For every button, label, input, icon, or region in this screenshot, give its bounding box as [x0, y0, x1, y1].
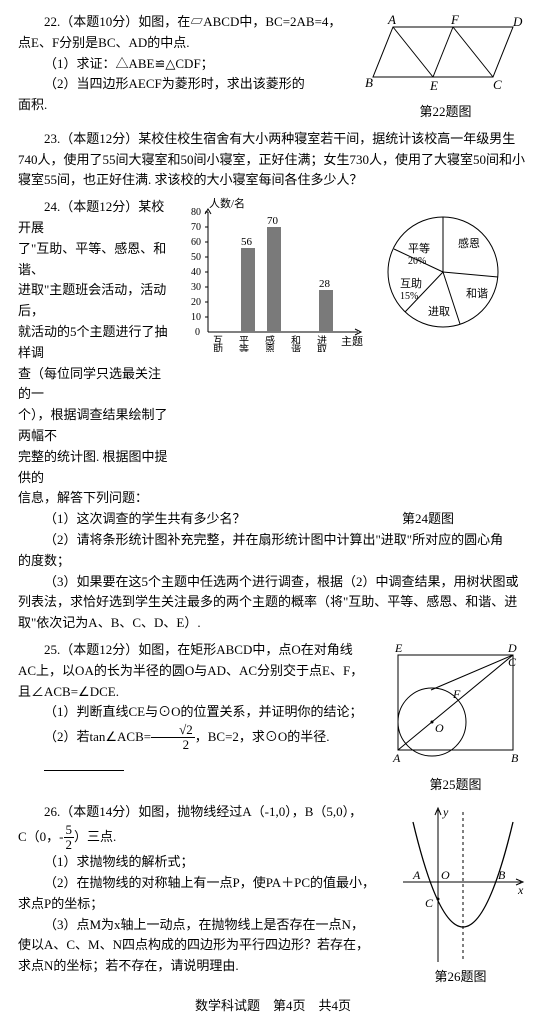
svg-text:和谐: 和谐 — [466, 286, 488, 300]
p24-l1: 24.（本题12分）某校开展 — [18, 197, 173, 239]
problem-22: 22.（本题10分）如图，在▱ABCD中，BC=2AB=4， 点E、F分别是BC… — [18, 12, 528, 123]
svg-text:主题: 主题 — [341, 335, 363, 348]
p24-sub3: （3）如果要在这5个主题中任选两个进行调查，根据（2）中调查结果，用树状图或列表… — [18, 572, 528, 634]
problem-25: 25.（本题12分）如图，在矩形ABCD中，点O在对角线 AC上，以OA的长为半… — [18, 640, 528, 796]
p24-sub2: （2）请将条形统计图补充完整，并在扇形统计图中计算出"进取"所对应的圆心角 — [18, 530, 528, 551]
svg-text:0: 0 — [195, 327, 200, 338]
svg-text:B: B — [365, 75, 373, 90]
p22-sub3: 面积. — [18, 95, 363, 116]
svg-text:20%: 20% — [408, 256, 426, 267]
svg-text:y: y — [442, 805, 449, 819]
svg-text:平等: 平等 — [408, 241, 430, 255]
p25-figure: D E A B C F O 第25题图 — [383, 640, 528, 796]
p24-sub1: （1）这次调查的学生共有多少名？ — [18, 509, 328, 530]
p25-caption: 第25题图 — [383, 775, 528, 796]
parallelogram-diagram: A F D B E C — [363, 12, 528, 102]
p24-l5: 查（每位同学只选最关注的一 — [18, 364, 173, 406]
svg-text:56: 56 — [241, 236, 253, 248]
svg-text:A: A — [387, 12, 396, 27]
svg-text:C: C — [425, 896, 434, 910]
p24-text: 24.（本题12分）某校开展 了"互助、平等、感恩、和谐、 进取"主题班会活动，… — [18, 197, 173, 509]
svg-text:取: 取 — [317, 344, 327, 352]
p26-sub3b: 使以A、C、M、N四点构成的四边形为平行四边形？若存在， — [18, 935, 393, 956]
p24-sub2b: 的度数； — [18, 551, 528, 572]
svg-text:40: 40 — [191, 267, 201, 278]
p24-l3: 进取"主题班会活动，活动后， — [18, 280, 173, 322]
svg-text:F: F — [452, 687, 461, 701]
p23-text: 23.（本题12分）某校住校生宿舍有大小两种寝室若干间，据统计该校高一年级男生7… — [18, 129, 528, 191]
svg-text:10: 10 — [191, 312, 201, 323]
svg-text:70: 70 — [191, 222, 201, 233]
svg-text:O: O — [435, 721, 444, 735]
svg-text:等: 等 — [239, 343, 249, 352]
svg-text:x: x — [517, 883, 524, 897]
svg-text:15%: 15% — [400, 291, 418, 302]
p26-l2: C（0，-52）三点. — [18, 823, 393, 853]
svg-text:助: 助 — [213, 343, 223, 352]
p26-l1: 26.（本题14分）如图，抛物线经过A（-1,0），B（5,0）， — [18, 802, 393, 823]
svg-text:E: E — [394, 641, 403, 655]
p26-sub2: （2）在抛物线的对称轴上有一点P，使PA＋PC的值最小， — [18, 873, 393, 894]
p22-sub1: （1）求证：△ABE≌△CDF； — [18, 54, 363, 75]
p22-text: 22.（本题10分）如图，在▱ABCD中，BC=2AB=4， 点E、F分别是BC… — [18, 12, 363, 116]
svg-text:进取: 进取 — [428, 305, 450, 318]
p24-charts: 人数/名 0 10 20 30 40 50 60 70 80 — [173, 197, 518, 352]
p26-sub1: （1）求抛物线的解析式； — [18, 852, 393, 873]
p22-sub2: （2）当四边形AECF为菱形时，求出该菱形的 — [18, 74, 363, 95]
svg-text:50: 50 — [191, 252, 201, 263]
svg-text:C: C — [508, 655, 517, 669]
svg-text:28: 28 — [319, 278, 331, 290]
p24-l7: 完整的统计图. 根据图中提供的 — [18, 447, 173, 489]
problem-23: 23.（本题12分）某校住校生宿舍有大小两种寝室若干间，据统计该校高一年级男生7… — [18, 129, 528, 191]
svg-text:谐: 谐 — [291, 344, 301, 352]
answer-blank — [44, 757, 124, 771]
p25-text: 25.（本题12分）如图，在矩形ABCD中，点O在对角线 AC上，以OA的长为半… — [18, 640, 383, 774]
svg-text:A: A — [392, 751, 401, 765]
p24-l2: 了"互助、平等、感恩、和谐、 — [18, 239, 173, 281]
svg-text:E: E — [429, 78, 438, 93]
p22-figure: A F D B E C 第22题图 — [363, 12, 528, 123]
p26-text: 26.（本题14分）如图，抛物线经过A（-1,0），B（5,0）， C（0，-5… — [18, 802, 393, 977]
svg-text:恩: 恩 — [265, 344, 275, 352]
p24-caption: 第24题图 — [328, 509, 528, 530]
svg-text:A: A — [412, 868, 421, 882]
svg-text:F: F — [450, 12, 460, 27]
svg-text:80: 80 — [191, 207, 201, 218]
p24-l6: 个），根据调查结果绘制了两幅不 — [18, 405, 173, 447]
svg-text:O: O — [441, 868, 450, 882]
p25-sub1: （1）判断直线CE与⊙O的位置关系，并证明你的结论； — [18, 702, 383, 723]
svg-text:D: D — [512, 14, 523, 29]
svg-text:30: 30 — [191, 282, 201, 293]
p22-caption: 第22题图 — [363, 102, 528, 123]
problem-24: 24.（本题12分）某校开展 了"互助、平等、感恩、和谐、 进取"主题班会活动，… — [18, 197, 528, 634]
p24-l8: 信息，解答下列问题： — [18, 488, 173, 509]
svg-text:60: 60 — [191, 237, 201, 248]
svg-text:B: B — [511, 751, 519, 765]
p22-header: 22.（本题10分）如图，在▱ABCD中，BC=2AB=4， — [18, 12, 363, 33]
p26-sub2b: 求点P的坐标； — [18, 894, 393, 915]
svg-text:C: C — [493, 77, 502, 92]
p26-figure: y x A O B C 第26题图 — [393, 802, 528, 988]
p22-line2: 点E、F分别是BC、AD的中点. — [18, 33, 363, 54]
svg-text:B: B — [498, 868, 506, 882]
p26-caption: 第26题图 — [393, 967, 528, 988]
p25-l1: 25.（本题12分）如图，在矩形ABCD中，点O在对角线 — [18, 640, 383, 661]
p25-sub2: （2）若tan∠ACB=√22，BC=2，求⊙O的半径. — [18, 723, 383, 753]
page-footer: 数学科试题 第4页 共4页 — [18, 996, 528, 1017]
p25-l3: 且∠ACB=∠DCE. — [18, 682, 383, 703]
p25-l2: AC上，以OA的长为半径的圆O与AD、AC分别交于点E、F， — [18, 661, 383, 682]
svg-text:70: 70 — [267, 215, 279, 227]
p24-l4: 就活动的5个主题进行了抽样调 — [18, 322, 173, 364]
svg-text:D: D — [507, 641, 517, 655]
svg-text:互助: 互助 — [400, 276, 422, 290]
svg-text:人数/名: 人数/名 — [209, 197, 245, 210]
problem-26: 26.（本题14分）如图，抛物线经过A（-1,0），B（5,0）， C（0，-5… — [18, 802, 528, 988]
p26-sub3c: 求点N的坐标；若不存在，请说明理由. — [18, 956, 393, 977]
p26-sub3: （3）点M为x轴上一动点，在抛物线上是否存在一点N， — [18, 915, 393, 936]
svg-text:感恩: 感恩 — [458, 237, 480, 250]
bar-chart: 人数/名 0 10 20 30 40 50 60 70 80 — [173, 197, 368, 352]
pie-chart: 感恩 和谐 进取 互助 15% 平等 20% — [368, 197, 518, 347]
svg-text:20: 20 — [191, 297, 201, 308]
